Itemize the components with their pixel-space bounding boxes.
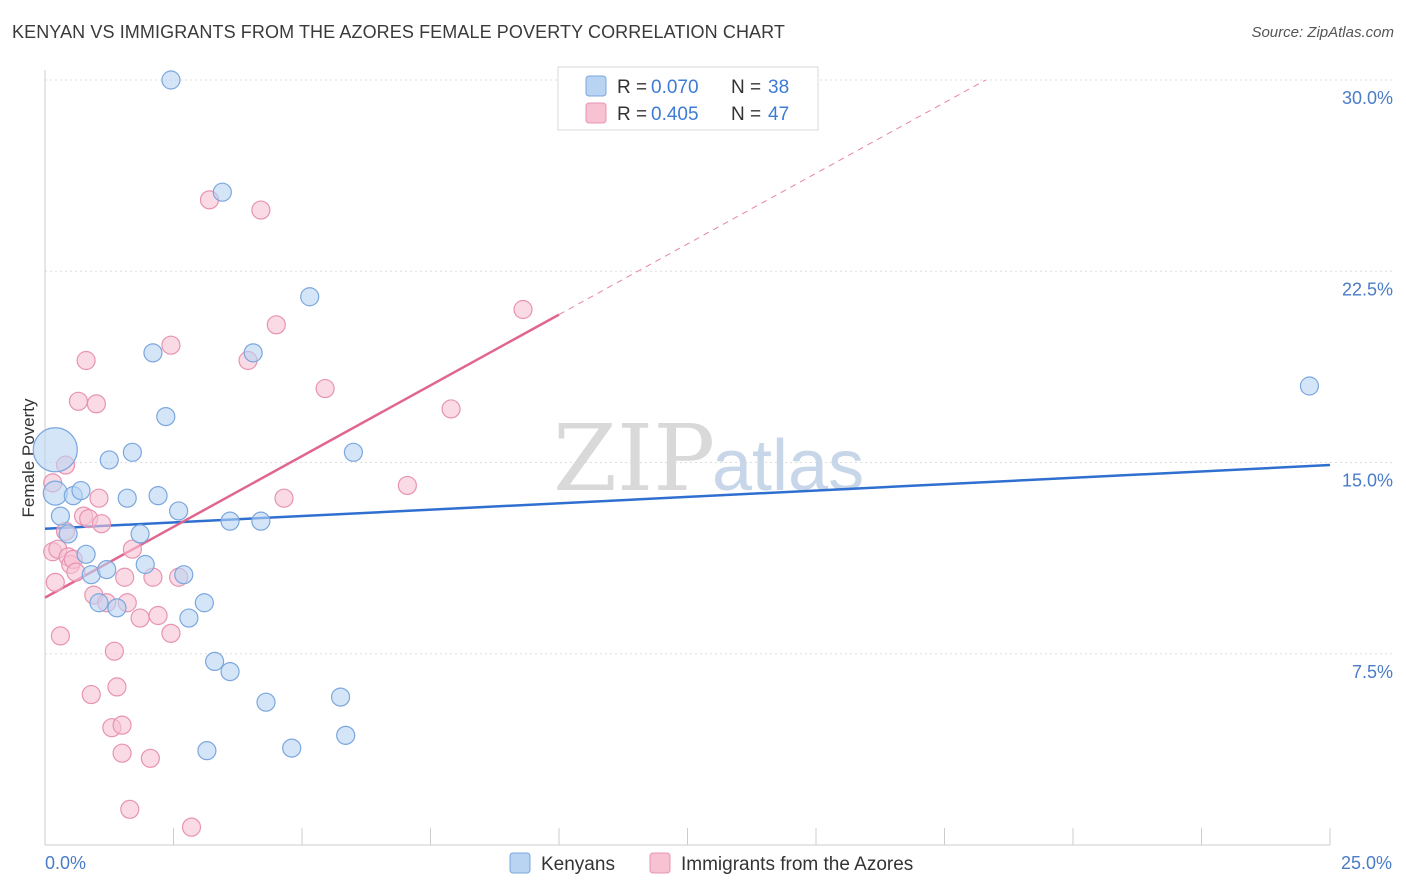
bottom-legend: Kenyans Immigrants from the Azores: [509, 852, 913, 875]
azores-point: [89, 488, 109, 508]
kenyan-point: [148, 486, 168, 506]
kenyan-point: [161, 70, 181, 90]
azores-point: [251, 200, 271, 220]
y-tick-label: 22.5%: [1342, 279, 1393, 299]
azores-point: [104, 641, 124, 661]
kenyan-point: [130, 524, 150, 544]
kenyan-point: [194, 593, 214, 613]
azores-point: [107, 677, 127, 697]
kenyan-point: [71, 480, 91, 501]
kenyan-point: [122, 442, 142, 462]
azores-point: [86, 394, 107, 414]
bottom-legend-swatch-kenyans: [509, 852, 531, 874]
azores-point: [45, 572, 65, 592]
azores-point: [266, 315, 286, 335]
kenyan-point: [99, 450, 119, 470]
kenyan-point: [300, 287, 320, 307]
kenyan-point: [220, 661, 240, 682]
kenyan-points: [32, 70, 1320, 761]
kenyan-point: [179, 608, 199, 628]
kenyan-point: [143, 343, 163, 363]
legend-r-value-kenyans: 0.070: [651, 77, 699, 98]
azores-point: [122, 539, 142, 559]
legend-r-label-kenyans: R =: [617, 77, 647, 98]
azores-point: [50, 626, 71, 646]
chart-title: KENYAN VS IMMIGRANTS FROM THE AZORES FEM…: [12, 22, 786, 42]
kenyan-point: [76, 544, 96, 564]
bottom-legend-swatch-azores: [649, 852, 671, 874]
x-tick-label-max: 25.0%: [1341, 853, 1392, 873]
azores-point: [315, 378, 335, 399]
y-tick-label: 30.0%: [1342, 88, 1393, 108]
azores-point: [120, 799, 140, 819]
kenyan-point: [212, 182, 232, 202]
kenyan-point: [156, 407, 176, 427]
legend-n-value-azores: 47: [768, 104, 789, 125]
legend-n-value-kenyans: 38: [768, 77, 789, 98]
azores-point: [161, 335, 181, 355]
azores-point: [112, 743, 132, 763]
kenyan-point: [107, 598, 127, 618]
kenyan-point: [169, 501, 189, 521]
azores-point: [130, 608, 150, 628]
x-tick-label-min: 0.0%: [45, 853, 86, 873]
azores-point: [181, 817, 202, 837]
kenyan-point: [220, 511, 240, 531]
kenyan-point: [330, 687, 351, 707]
kenyan-point: [336, 725, 356, 745]
watermark-zip: ZIP: [553, 405, 715, 512]
kenyan-point: [42, 480, 68, 506]
azores-point: [513, 299, 533, 320]
kenyan-point: [243, 343, 263, 363]
legend-n-label-azores: N =: [731, 104, 761, 125]
bottom-legend-label-azores: Immigrants from the Azores: [681, 854, 913, 875]
kenyan-point: [58, 524, 78, 544]
kenyan-point: [197, 741, 217, 761]
kenyan-point: [343, 442, 363, 462]
legend-swatch-kenyans: [585, 75, 607, 97]
azores-point: [115, 567, 135, 587]
legend-n-label-kenyans: N =: [731, 77, 761, 98]
kenyan-point: [174, 565, 194, 585]
trend-line-azores-extension: [558, 79, 986, 316]
kenyan-point: [89, 593, 109, 613]
legend-box: R = 0.070 N = 38 R = 0.405 N = 47: [557, 66, 819, 131]
kenyan-point: [135, 554, 155, 575]
azores-point: [140, 748, 160, 768]
y-tick-labels: 7.5% 15.0% 22.5% 30.0%: [1342, 88, 1393, 682]
chart-source: Source: ZipAtlas.com: [1251, 24, 1394, 41]
y-axis-label: Female Poverty: [19, 398, 38, 518]
grid-lines: [44, 79, 1392, 845]
legend-r-value-azores: 0.405: [651, 104, 699, 125]
azores-point: [76, 350, 96, 371]
azores-point: [81, 684, 101, 705]
azores-point: [397, 475, 417, 496]
legend-r-label-azores: R =: [617, 104, 647, 125]
kenyan-point: [50, 506, 71, 526]
kenyan-point: [256, 692, 276, 712]
kenyan-point: [97, 559, 117, 580]
trend-line-azores: [44, 313, 560, 599]
kenyan-point: [32, 427, 78, 473]
azores-point: [161, 623, 181, 643]
azores-point: [148, 605, 168, 626]
kenyan-point: [282, 738, 302, 758]
azores-point: [274, 488, 294, 508]
azores-point: [112, 715, 132, 735]
azores-point: [68, 391, 89, 411]
kenyan-point: [117, 488, 137, 508]
azores-point: [91, 514, 112, 534]
y-tick-label: 15.0%: [1342, 471, 1393, 491]
kenyan-point: [251, 511, 271, 531]
azores-point: [441, 399, 461, 419]
legend-swatch-azores: [585, 102, 607, 124]
bottom-legend-label-kenyans: Kenyans: [541, 854, 615, 875]
y-tick-label: 7.5%: [1352, 662, 1393, 682]
kenyan-point: [205, 651, 225, 672]
kenyan-point: [1299, 376, 1320, 396]
